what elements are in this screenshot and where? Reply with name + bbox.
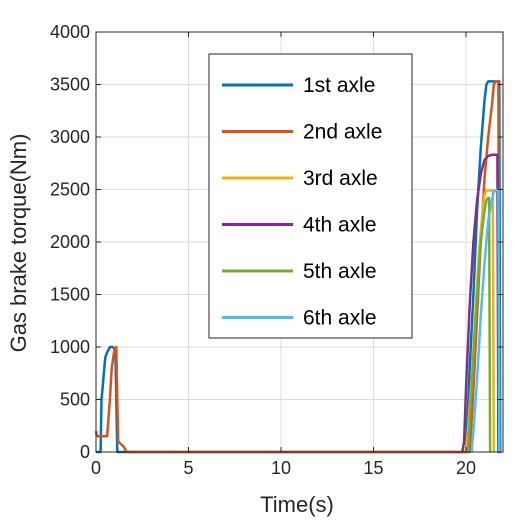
legend-label: 6th axle — [303, 307, 377, 330]
y-tick-label: 1500 — [50, 285, 90, 305]
legend-label: 1st axle — [303, 74, 375, 97]
legend-label: 2nd axle — [303, 121, 382, 144]
x-axis-label: Time(s) — [260, 492, 334, 517]
y-tick-label: 0 — [80, 442, 90, 462]
x-tick-label: 10 — [271, 458, 291, 478]
y-axis-label: Gas brake torque(Nm) — [6, 134, 31, 353]
y-tick-label: 4000 — [50, 22, 90, 42]
x-tick-label: 20 — [456, 458, 476, 478]
series-line — [466, 196, 492, 453]
series-line — [470, 189, 501, 453]
x-tick-label: 15 — [363, 458, 383, 478]
y-tick-label: 500 — [60, 390, 90, 410]
legend-label: 3rd axle — [303, 167, 378, 190]
y-tick-label: 1000 — [50, 337, 90, 357]
x-tick-label: 0 — [91, 458, 101, 478]
y-tick-label: 2000 — [50, 232, 90, 252]
series-line — [461, 153, 500, 454]
legend: 1st axle 2nd axle 3rd axle 4th axle 5th axle… — [208, 53, 413, 339]
x-tick-label: 5 — [183, 458, 193, 478]
legend-label: 5th axle — [303, 260, 377, 283]
y-tick-label: 3000 — [50, 127, 90, 147]
legend-box — [208, 53, 413, 339]
y-tick-label: 3500 — [50, 75, 90, 95]
axes — [95, 31, 504, 453]
y-tick-label: 2500 — [50, 180, 90, 200]
tick-labels: 0 5 10 15 20 0 500 1000 1500 2000 2500 3000 3500 4000 — [50, 22, 476, 478]
legend-label: 4th axle — [303, 214, 377, 237]
